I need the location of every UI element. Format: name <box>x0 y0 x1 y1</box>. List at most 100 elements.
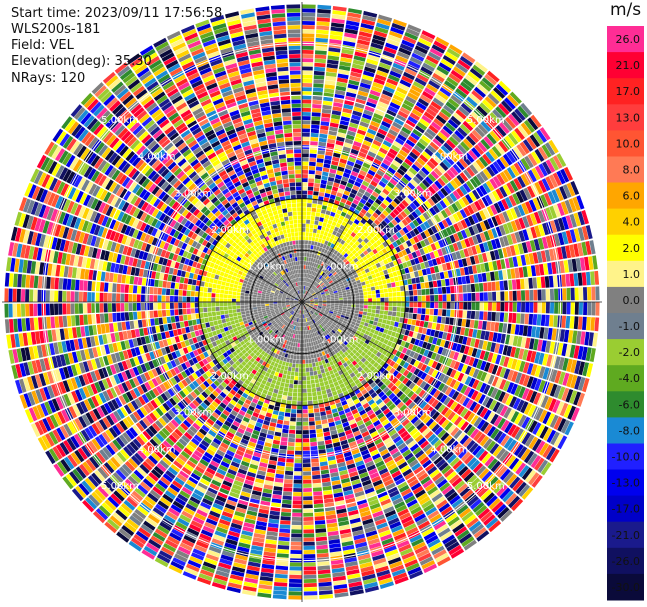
velocity-gate <box>333 250 338 255</box>
velocity-gate <box>357 243 363 249</box>
velocity-gate <box>407 278 412 285</box>
velocity-gate <box>512 313 517 324</box>
velocity-gate <box>579 257 586 271</box>
velocity-gate <box>549 174 558 188</box>
velocity-gate <box>480 371 488 382</box>
velocity-gate <box>351 278 356 283</box>
velocity-gate <box>302 91 312 96</box>
velocity-gate <box>347 83 359 90</box>
velocity-gate <box>407 194 415 202</box>
velocity-gate <box>289 421 296 426</box>
velocity-gate <box>302 401 308 406</box>
velocity-gate <box>319 217 324 222</box>
velocity-gate <box>316 284 321 289</box>
velocity-gate <box>274 477 284 483</box>
velocity-gate <box>353 106 364 113</box>
velocity-gate <box>304 290 306 295</box>
velocity-gate <box>354 252 360 258</box>
velocity-gate <box>358 151 367 158</box>
velocity-gate <box>308 293 312 297</box>
velocity-gate <box>315 528 327 533</box>
velocity-gate <box>410 132 420 141</box>
velocity-gate <box>304 295 308 299</box>
velocity-gate <box>483 219 491 230</box>
velocity-gate <box>491 228 499 239</box>
velocity-gate <box>318 286 322 290</box>
velocity-gate <box>528 199 537 212</box>
velocity-gate <box>342 320 348 325</box>
velocity-gate <box>525 241 533 253</box>
velocity-gate <box>387 192 396 200</box>
velocity-gate <box>584 256 590 271</box>
velocity-gate <box>551 328 557 341</box>
velocity-gate <box>587 302 592 316</box>
velocity-gate <box>544 276 550 288</box>
velocity-gate <box>303 583 317 588</box>
velocity-gate <box>400 256 406 263</box>
velocity-gate <box>485 151 495 163</box>
velocity-gate <box>292 396 297 401</box>
velocity-gate <box>314 277 318 282</box>
velocity-gate <box>372 305 377 310</box>
velocity-gate <box>318 238 322 243</box>
velocity-gate <box>313 491 323 496</box>
velocity-gate <box>319 243 324 248</box>
velocity-gate <box>433 167 443 177</box>
velocity-gate <box>360 23 375 30</box>
velocity-gate <box>372 34 386 42</box>
velocity-gate <box>274 371 279 377</box>
velocity-gate <box>468 367 476 377</box>
velocity-gate <box>367 218 374 225</box>
velocity-gate <box>566 373 574 388</box>
velocity-gate <box>363 237 369 244</box>
velocity-gate <box>417 308 422 314</box>
velocity-gate <box>332 313 337 317</box>
velocity-gate <box>405 302 410 307</box>
velocity-gate <box>280 520 291 525</box>
velocity-gate <box>351 67 363 74</box>
velocity-gate <box>343 247 349 253</box>
velocity-gate <box>495 125 507 137</box>
velocity-gate <box>390 266 396 272</box>
velocity-gate <box>339 299 343 302</box>
velocity-gate <box>312 479 321 484</box>
velocity-gate <box>362 311 368 316</box>
velocity-gate <box>482 153 492 165</box>
velocity-gate <box>480 263 486 273</box>
velocity-gate <box>321 389 327 395</box>
velocity-gate <box>419 182 428 191</box>
velocity-gate <box>432 97 445 107</box>
velocity-gate <box>520 102 533 116</box>
velocity-gate <box>545 235 553 248</box>
velocity-gate <box>440 174 449 184</box>
velocity-gate <box>294 471 302 476</box>
velocity-gate <box>516 302 521 313</box>
velocity-gate <box>559 186 568 200</box>
velocity-gate <box>447 98 460 109</box>
velocity-gate <box>499 367 507 378</box>
velocity-gate <box>272 443 280 449</box>
velocity-gate <box>412 219 420 227</box>
velocity-gate <box>475 311 480 320</box>
velocity-gate <box>449 166 459 176</box>
velocity-gate <box>322 376 328 382</box>
velocity-gate <box>569 344 576 358</box>
velocity-gate <box>287 450 295 455</box>
velocity-gate <box>557 217 565 231</box>
velocity-gate <box>290 371 295 376</box>
velocity-gate <box>553 204 561 218</box>
velocity-gate <box>336 136 345 142</box>
velocity-gate <box>471 90 484 101</box>
velocity-gate <box>374 285 380 290</box>
velocity-gate <box>416 73 429 83</box>
velocity-gate <box>538 224 546 237</box>
velocity-gate <box>471 147 481 158</box>
velocity-gate <box>416 157 426 166</box>
velocity-gate <box>520 173 530 186</box>
velocity-gate <box>399 229 406 236</box>
velocity-gate <box>305 227 310 232</box>
velocity-gate <box>302 219 306 224</box>
velocity-gate <box>482 321 487 330</box>
velocity-gate <box>315 532 327 538</box>
